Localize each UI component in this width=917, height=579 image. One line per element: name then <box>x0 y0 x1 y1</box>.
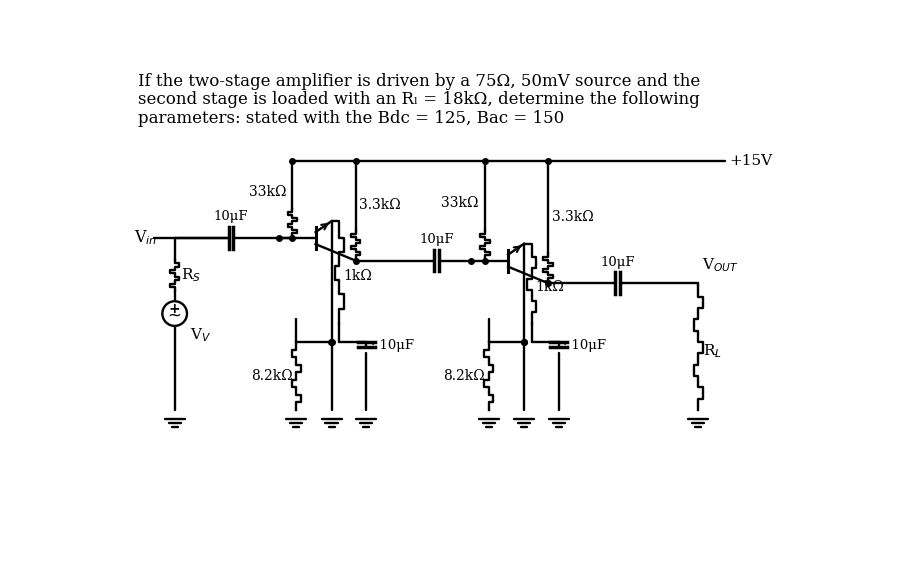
Text: 33kΩ: 33kΩ <box>249 185 286 199</box>
Text: +15V: +15V <box>729 154 772 168</box>
Text: R$_S$: R$_S$ <box>181 266 201 284</box>
Text: 33kΩ: 33kΩ <box>441 196 479 210</box>
Text: 3.3kΩ: 3.3kΩ <box>359 198 402 212</box>
Text: 10μF: 10μF <box>214 211 249 223</box>
Text: V$_{OUT}$: V$_{OUT}$ <box>702 256 739 274</box>
Text: 1kΩ: 1kΩ <box>536 280 565 294</box>
Text: · 10μF: · 10μF <box>563 339 606 353</box>
Text: 1kΩ: 1kΩ <box>343 269 372 283</box>
Text: V$_{in}$: V$_{in}$ <box>134 229 157 247</box>
Text: 10μF: 10μF <box>419 233 454 246</box>
Text: +: + <box>169 302 181 316</box>
Text: If the two-stage amplifier is driven by a 75Ω, 50mV source and the: If the two-stage amplifier is driven by … <box>138 72 701 90</box>
Text: 8.2kΩ: 8.2kΩ <box>443 369 485 383</box>
Text: ~: ~ <box>168 307 182 325</box>
Text: second stage is loaded with an Rₗ = 18kΩ, determine the following: second stage is loaded with an Rₗ = 18kΩ… <box>138 91 701 108</box>
Text: R$_L$: R$_L$ <box>703 342 722 360</box>
Text: 8.2kΩ: 8.2kΩ <box>250 369 293 383</box>
Text: V$_V$: V$_V$ <box>190 326 211 343</box>
Text: 10μF: 10μF <box>600 255 635 269</box>
Text: 3.3kΩ: 3.3kΩ <box>552 210 593 223</box>
Text: · 10μF: · 10μF <box>370 339 414 353</box>
Text: parameters: stated with the Bdc = 125, Bac = 150: parameters: stated with the Bdc = 125, B… <box>138 109 565 127</box>
